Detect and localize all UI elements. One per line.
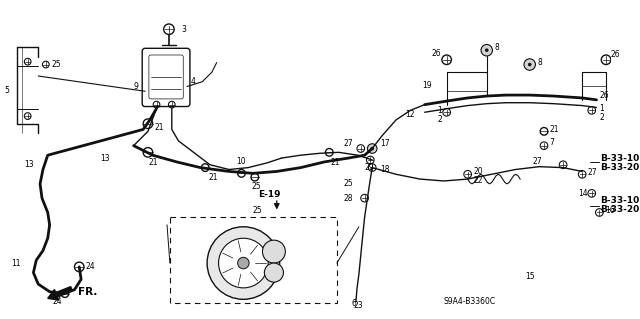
Text: 22: 22 [474,176,483,185]
Text: 13: 13 [100,153,109,163]
Circle shape [481,44,492,56]
Text: 3: 3 [181,25,186,34]
Text: 8: 8 [538,58,542,67]
FancyBboxPatch shape [142,48,190,107]
Text: 1: 1 [600,104,604,113]
Circle shape [485,49,488,52]
Text: 21: 21 [550,125,559,134]
Text: FR.: FR. [78,287,98,297]
Text: 21: 21 [330,158,340,167]
Text: 7: 7 [550,138,555,147]
Text: 8: 8 [494,43,499,52]
Text: S9A4-B3360C: S9A4-B3360C [444,297,496,306]
Text: 5: 5 [4,86,10,95]
Text: 1: 1 [437,106,442,115]
Circle shape [262,240,285,263]
FancyBboxPatch shape [170,217,337,303]
Text: 20: 20 [474,167,483,176]
Text: 9: 9 [134,82,138,91]
Text: 2: 2 [600,114,604,122]
Text: 17: 17 [380,139,390,148]
Text: 6: 6 [351,299,356,308]
Text: 25: 25 [52,60,61,69]
Circle shape [528,63,531,66]
Text: B-33-10: B-33-10 [600,196,639,204]
Text: 27: 27 [588,168,598,177]
Text: 24: 24 [86,262,95,271]
Circle shape [218,238,268,288]
Text: 29: 29 [365,163,374,172]
Text: B-33-20: B-33-20 [600,163,639,172]
Text: 27: 27 [344,139,353,148]
Text: 27: 27 [532,157,542,167]
FancyBboxPatch shape [149,55,183,99]
Text: B-33-20: B-33-20 [600,205,639,214]
Text: B-33-10: B-33-10 [600,153,639,163]
Text: 10: 10 [237,157,246,167]
Circle shape [237,257,249,269]
Text: 25: 25 [253,206,262,215]
Circle shape [367,144,377,153]
Text: 21: 21 [149,158,158,167]
Text: 13: 13 [24,160,33,169]
Text: 14: 14 [579,189,588,198]
Circle shape [371,147,374,150]
Text: 21: 21 [155,123,164,132]
Text: 25: 25 [252,182,262,191]
Circle shape [207,227,280,299]
Text: 18: 18 [380,165,389,174]
Text: 26: 26 [600,91,609,100]
Text: 19: 19 [422,81,431,90]
Text: 4: 4 [191,77,196,86]
Text: 11: 11 [12,259,21,268]
Text: 23: 23 [353,300,363,309]
Circle shape [264,263,284,282]
Circle shape [524,59,536,70]
Text: 28: 28 [344,194,353,203]
Text: 26: 26 [431,48,441,58]
Text: E-19: E-19 [258,190,280,199]
Text: 21: 21 [208,173,218,182]
Text: 16: 16 [605,206,614,215]
Text: 15: 15 [525,272,534,281]
Text: 24: 24 [52,297,62,306]
Text: 26: 26 [611,50,620,59]
Text: 2: 2 [437,115,442,124]
Text: 25: 25 [344,179,353,188]
FancyArrow shape [48,286,72,300]
Text: 12: 12 [406,110,415,119]
